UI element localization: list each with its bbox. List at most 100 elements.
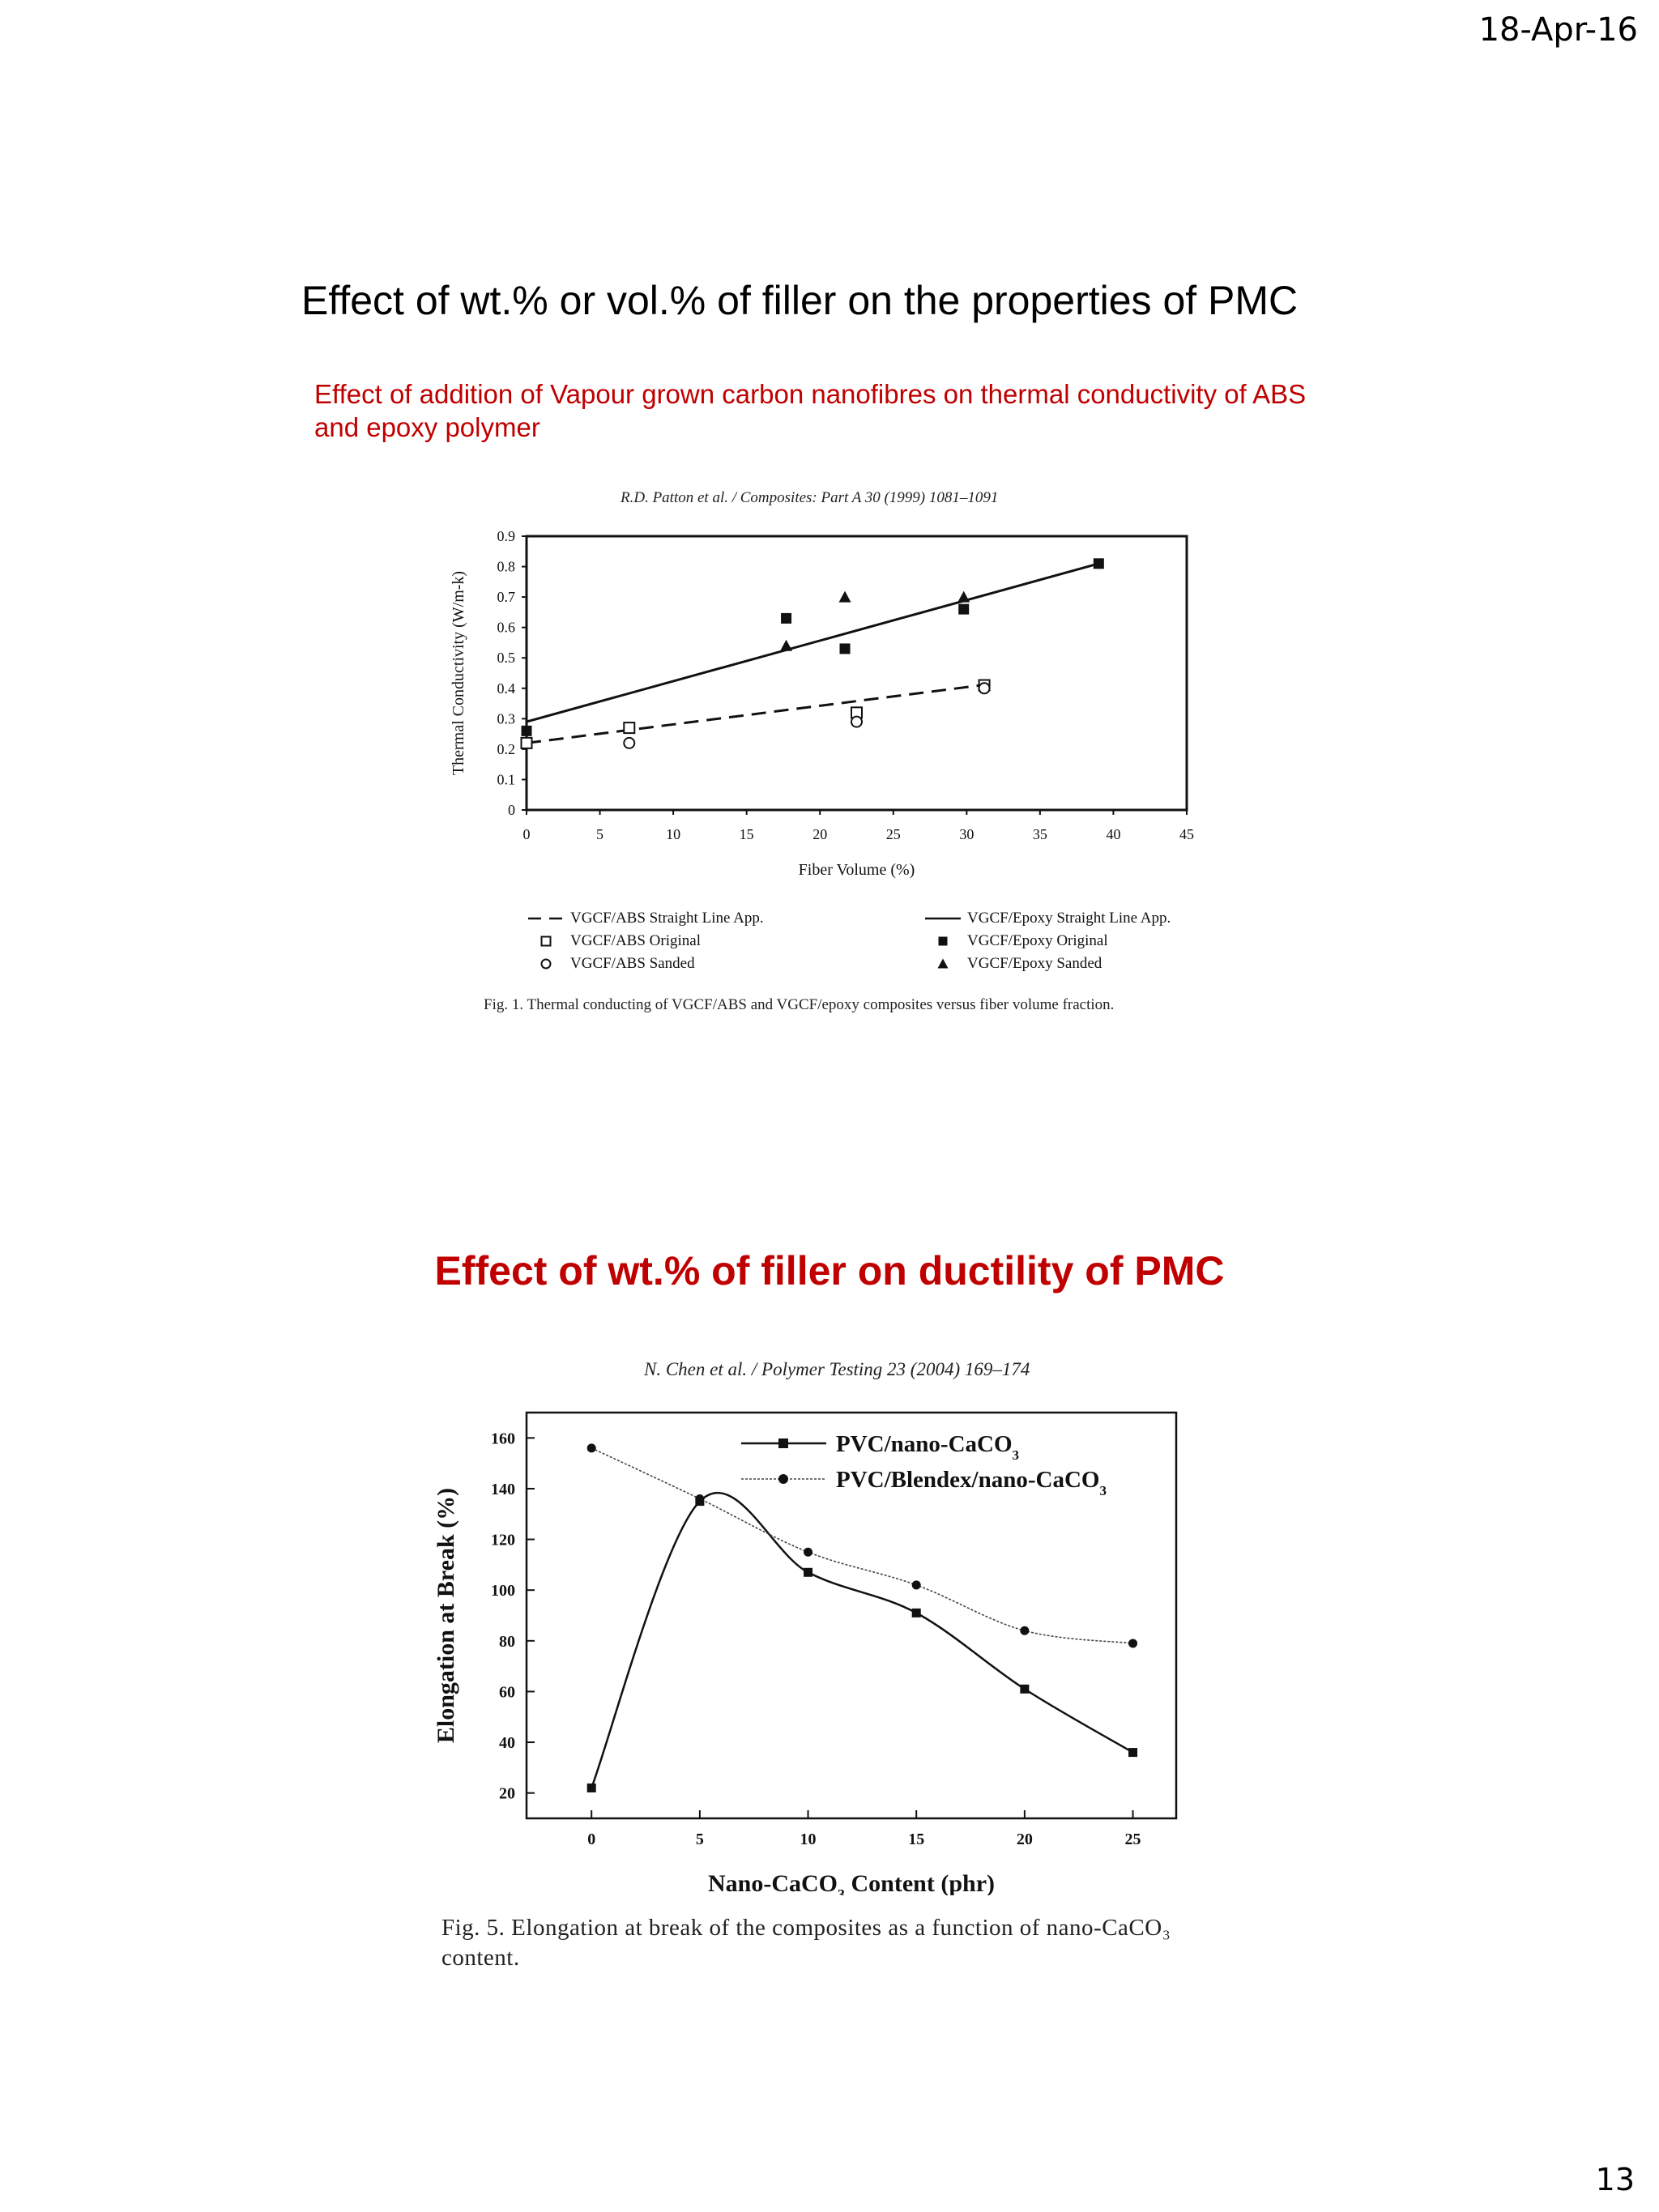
y-tick-label: 0.6 — [497, 620, 516, 636]
data-point — [780, 639, 793, 651]
legend-label-main: PVC/Blendex/nano-CaCO — [836, 1467, 1099, 1493]
fit-line — [526, 684, 982, 744]
x-tick-label: 45 — [1179, 826, 1194, 842]
data-point — [1020, 1626, 1030, 1635]
series-line — [591, 1447, 1133, 1644]
y-tick-label: 100 — [491, 1582, 515, 1600]
legend-symbol — [938, 936, 948, 946]
figure1-citation: R.D. Patton et al. / Composites: Part A … — [621, 489, 999, 506]
x-axis-label: Fiber Volume (%) — [799, 861, 915, 879]
y-tick-label: 40 — [499, 1734, 515, 1752]
data-point — [1128, 1639, 1138, 1648]
figure2-caption: Fig. 5. Elongation at break of the compo… — [441, 1915, 1171, 1971]
x-axis-label-sub: 3 — [838, 1886, 845, 1895]
page-number: 13 — [1595, 2162, 1635, 2197]
data-point — [1093, 558, 1104, 569]
x-tick-label: 15 — [740, 826, 754, 842]
thermal-conductivity-chart: 0 5 10 15 20 25 30 35 40 45 0 0.1 0.2 0.3 0.4 0.5 0.6 0.7… — [450, 528, 1194, 879]
legend-column: VGCF/Epoxy Straight Line App. VGCF/Epoxy … — [923, 907, 1171, 975]
legend-marker — [540, 958, 552, 970]
y-tick-label: 120 — [491, 1532, 515, 1549]
plot-frame — [525, 1411, 1178, 1820]
y-axis-label: Elongation at Break (%) — [433, 1488, 459, 1743]
x-tick-label: 40 — [1106, 826, 1120, 842]
y-tick-label: 0.8 — [497, 559, 516, 575]
legend-entry: VGCF/ABS Original — [527, 930, 764, 953]
data-point — [586, 1443, 596, 1453]
legend-label-sub: 3 — [1099, 1483, 1107, 1498]
data-point — [978, 682, 991, 695]
legend-marker — [540, 936, 552, 947]
y-tick-label: 0.7 — [497, 589, 516, 605]
y-tick-label: 0.1 — [497, 771, 516, 787]
legend-label: VGCF/Epoxy Sanded — [967, 955, 1102, 972]
y-tick-label: 0 — [508, 802, 515, 818]
data-point — [695, 1494, 705, 1503]
x-tick-label: 15 — [908, 1831, 924, 1848]
legend-entry: VGCF/ABS Sanded — [527, 953, 764, 975]
x-axis-label-tail: Content (phr) — [845, 1870, 995, 1895]
legend-entry: VGCF/Epoxy Sanded — [923, 953, 1171, 975]
legend-marker — [937, 958, 949, 969]
legend-label-sub: 3 — [1013, 1447, 1020, 1463]
chart1-legend: VGCF/ABS Straight Line App. VGCF/ABS Orig… — [527, 907, 1215, 980]
data-point — [911, 1608, 921, 1617]
y-tick-label: 0.3 — [497, 710, 516, 727]
y-tick-label: 160 — [491, 1430, 515, 1447]
legend-label: VGCF/Epoxy Straight Line App. — [967, 910, 1171, 927]
legend-marker — [778, 1474, 788, 1484]
data-point — [520, 736, 533, 749]
slide-date: 18-Apr-16 — [1478, 11, 1638, 49]
y-tick-label: 0.9 — [497, 528, 516, 544]
x-tick-label: 5 — [596, 826, 603, 842]
y-tick-label: 20 — [499, 1785, 515, 1803]
legend-label-main: PVC/nano-CaCO — [836, 1431, 1013, 1457]
legend-entry: VGCF/Epoxy Original — [923, 930, 1171, 953]
plot-frame — [525, 535, 1188, 812]
y-tick-label: 0.4 — [497, 680, 516, 697]
data-point — [957, 590, 970, 603]
legend-label: VGCF/ABS Sanded — [570, 955, 695, 972]
data-point — [781, 612, 792, 624]
x-tick-label: 20 — [812, 826, 827, 842]
data-point — [1128, 1748, 1138, 1758]
data-point — [851, 715, 863, 728]
data-point — [586, 1783, 596, 1792]
y-tick-label: 80 — [499, 1633, 515, 1651]
legend-marker — [938, 936, 948, 946]
legend-column: VGCF/ABS Straight Line App. VGCF/ABS Orig… — [527, 907, 764, 975]
x-tick-label: 0 — [587, 1831, 595, 1848]
y-tick-label: 140 — [491, 1481, 515, 1498]
y-tick-label: 0.5 — [497, 650, 516, 666]
legend-label: VGCF/ABS Straight Line App. — [570, 910, 764, 927]
legend-label: VGCF/Epoxy Original — [967, 932, 1108, 949]
legend-label: PVC/nano-CaCO3 — [836, 1431, 1019, 1463]
legend-symbol — [528, 917, 564, 920]
data-point — [804, 1567, 813, 1577]
x-tick-label: 30 — [959, 826, 974, 842]
data-point — [958, 603, 970, 615]
y-axis-label: Thermal Conductivity (W/m-k) — [450, 571, 467, 775]
data-point — [623, 722, 636, 735]
data-point — [911, 1580, 921, 1590]
x-axis-label-main: Nano-CaCO — [708, 1870, 838, 1895]
data-point — [839, 643, 851, 654]
figure1-caption: Fig. 1. Thermal conducting of VGCF/ABS a… — [484, 996, 1115, 1013]
x-tick-label: 25 — [886, 826, 901, 842]
elongation-chart: 0 5 10 15 20 2520406080100120140160Nano-CaCO3… — [433, 1411, 1178, 1895]
legend-symbol — [925, 917, 961, 920]
data-point — [1020, 1684, 1030, 1694]
figure2-citation: N. Chen et al. / Polymer Testing 23 (200… — [644, 1359, 1030, 1379]
x-tick-label: 10 — [666, 826, 680, 842]
data-point — [623, 736, 636, 749]
legend-symbol — [540, 936, 552, 947]
data-point — [804, 1547, 813, 1557]
legend-symbol — [540, 958, 552, 970]
fit-line — [526, 562, 1099, 723]
data-point — [838, 590, 851, 603]
x-tick-label: 5 — [696, 1831, 704, 1848]
x-tick-label: 10 — [800, 1831, 817, 1848]
section-subtitle-ductility: Effect of wt.% of filler on ductility of… — [434, 1248, 1225, 1294]
x-tick-label: 35 — [1033, 826, 1047, 842]
legend-marker — [778, 1438, 788, 1448]
